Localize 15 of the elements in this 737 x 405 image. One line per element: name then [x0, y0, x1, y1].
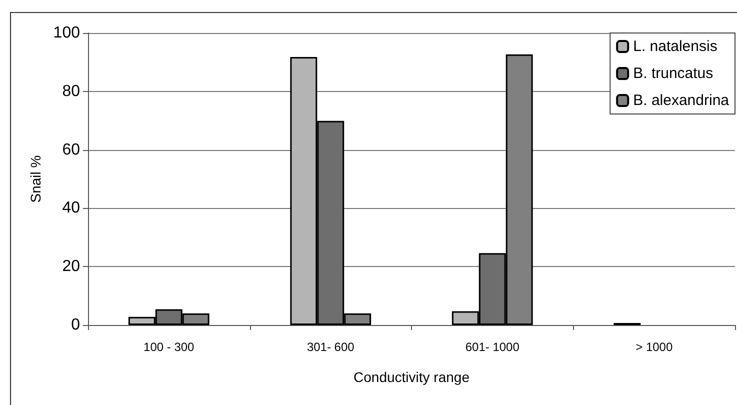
x-tick-label: 601- 1000: [465, 340, 520, 354]
legend-label: B. truncatus: [633, 65, 714, 82]
y-tick-label: 60: [62, 141, 80, 158]
x-tick-label: > 1000: [636, 340, 673, 354]
y-tick-label: 40: [62, 200, 80, 217]
y-tick-label: 20: [62, 258, 80, 276]
legend-label: B. alexandrina: [633, 92, 730, 109]
y-tick-label: 100: [53, 24, 80, 42]
x-tick-label: 301- 600: [306, 340, 355, 354]
y-tick-label: 80: [62, 82, 80, 100]
y-axis-title: Snail %: [27, 155, 44, 203]
legend-label: L. natalensis: [633, 38, 718, 55]
y-tick-label: 0: [71, 316, 80, 334]
x-axis-title: Conductivity range: [354, 369, 470, 385]
x-tick-label: 100 - 300: [144, 340, 195, 354]
